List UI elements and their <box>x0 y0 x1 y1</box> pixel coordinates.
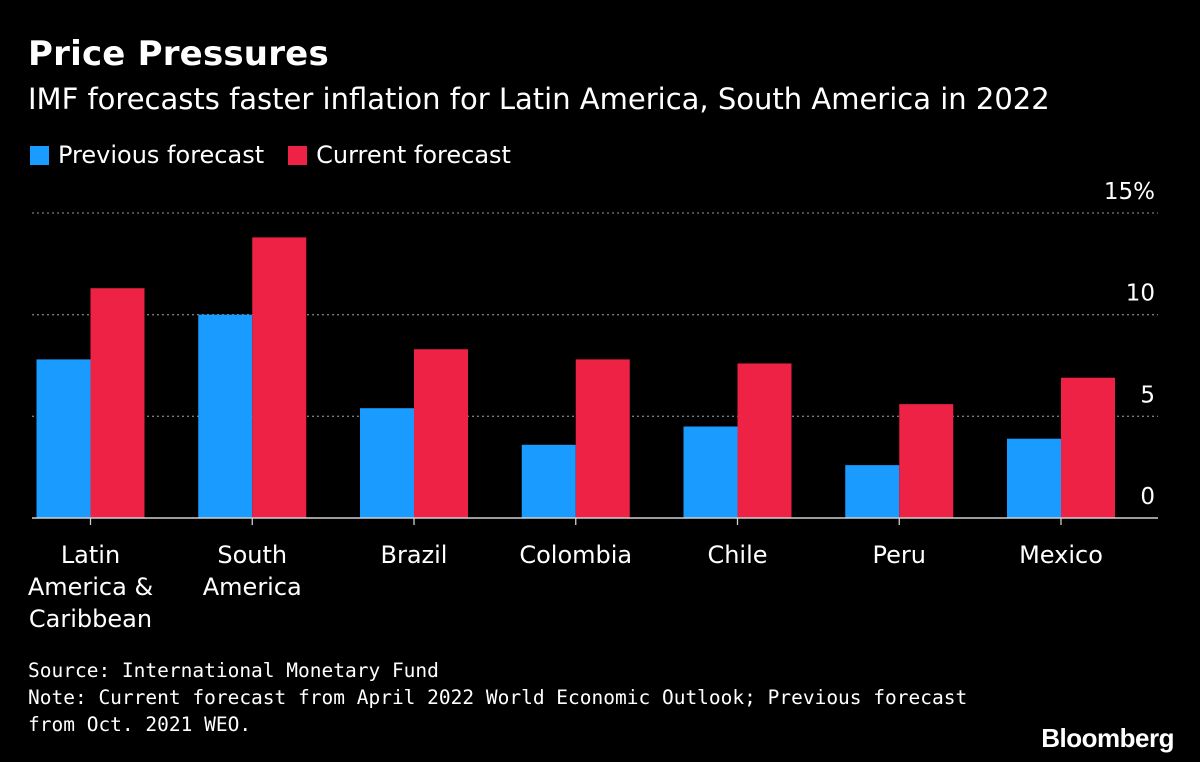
bar-current-forecast <box>575 359 630 518</box>
x-tick-label: Chile <box>707 541 767 569</box>
legend-current-label: Current forecast <box>316 141 511 169</box>
bar-previous-forecast <box>845 465 900 518</box>
x-tick-label-line: America <box>203 573 302 601</box>
x-tick-label: Colombia <box>519 541 632 569</box>
x-tick-label: Brazil <box>381 541 448 569</box>
note-text-line1: Note: Current forecast from April 2022 W… <box>28 686 968 709</box>
bar-current-forecast <box>899 404 954 518</box>
y-tick-label: 15% <box>1104 179 1155 205</box>
legend-current-swatch <box>288 145 308 165</box>
legend-previous-label: Previous forecast <box>58 141 265 169</box>
x-tick-label: Mexico <box>1019 541 1103 569</box>
x-tick-label-line: America & <box>28 573 153 601</box>
x-tick-label-line: Latin <box>61 541 120 569</box>
bloomberg-logo: Bloomberg <box>1041 723 1174 753</box>
bar-previous-forecast <box>360 408 414 518</box>
x-tick-label-line: Caribbean <box>29 605 152 633</box>
bar-current-forecast <box>737 363 792 518</box>
bar-current-forecast <box>414 349 468 518</box>
legend-previous: Previous forecast <box>30 141 264 169</box>
x-tick-label-line: Brazil <box>381 541 448 569</box>
bar-previous-forecast <box>36 359 91 518</box>
bar-current-forecast <box>252 237 307 518</box>
chart-footer: Source: International Monetary Fund Note… <box>28 657 967 738</box>
legend-previous-swatch <box>30 145 49 165</box>
bar-current-forecast <box>90 288 145 518</box>
x-tick-label: Latin America & Caribbean <box>28 541 153 633</box>
x-tick-label-line: Mexico <box>1019 541 1103 569</box>
x-tick-label-line: Peru <box>873 541 926 569</box>
legend-current: Current forecast <box>288 141 511 169</box>
chart-title: Price Pressures <box>28 34 329 74</box>
y-tick-label: 0 <box>1140 484 1155 510</box>
x-tick-label: South America <box>203 541 302 601</box>
note-text-line2: from Oct. 2021 WEO. <box>28 713 252 736</box>
chart-subtitle: IMF forecasts faster inflation for Latin… <box>28 82 1050 116</box>
x-tick-label: Peru <box>873 541 926 569</box>
y-tick-label: 10 <box>1126 281 1155 307</box>
bar-previous-forecast <box>683 426 738 518</box>
bar-previous-forecast <box>198 314 253 518</box>
y-tick-label: 5 <box>1140 382 1155 408</box>
x-tick-label-line: Colombia <box>519 541 632 569</box>
bar-previous-forecast <box>521 444 576 518</box>
x-tick-label-line: Chile <box>707 541 767 569</box>
bar-previous-forecast <box>1007 438 1061 518</box>
legend: Previous forecast Current forecast <box>30 141 535 169</box>
bar-current-forecast <box>1061 377 1115 518</box>
x-tick-label-line: South <box>217 541 287 569</box>
source-text: Source: International Monetary Fund <box>28 659 439 682</box>
